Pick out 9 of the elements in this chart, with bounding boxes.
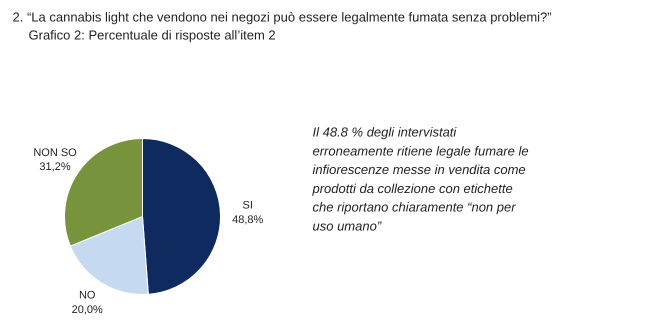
data-label: 20,0% bbox=[72, 304, 104, 316]
chart-subtitle: Grafico 2: Percentuale di risposte all’item 2 bbox=[28, 28, 276, 42]
slice-label: NON SO bbox=[33, 146, 78, 159]
data-label: 31,2% bbox=[39, 161, 71, 174]
slice-label: SI bbox=[242, 199, 253, 212]
chart-title: 2. “La cannabis light che vendono nei negozi può essere legalmente fumata senza problemi?” bbox=[12, 10, 552, 24]
slice-label: NO bbox=[78, 290, 96, 302]
data-label: 48,8% bbox=[232, 214, 264, 226]
text: Il 48.8 % degli intervistati erroneamente ritiene legale fumare le infiorescenze messe in vendita come prodotti da collezione con etichette che riportano chiaramente “non per uso umano” bbox=[312, 124, 529, 234]
